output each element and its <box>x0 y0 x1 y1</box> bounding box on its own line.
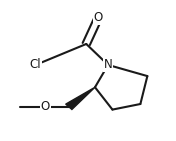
Text: Cl: Cl <box>30 58 41 71</box>
Text: N: N <box>104 58 112 71</box>
Text: O: O <box>41 100 50 113</box>
Text: O: O <box>94 11 103 24</box>
Polygon shape <box>66 87 95 109</box>
